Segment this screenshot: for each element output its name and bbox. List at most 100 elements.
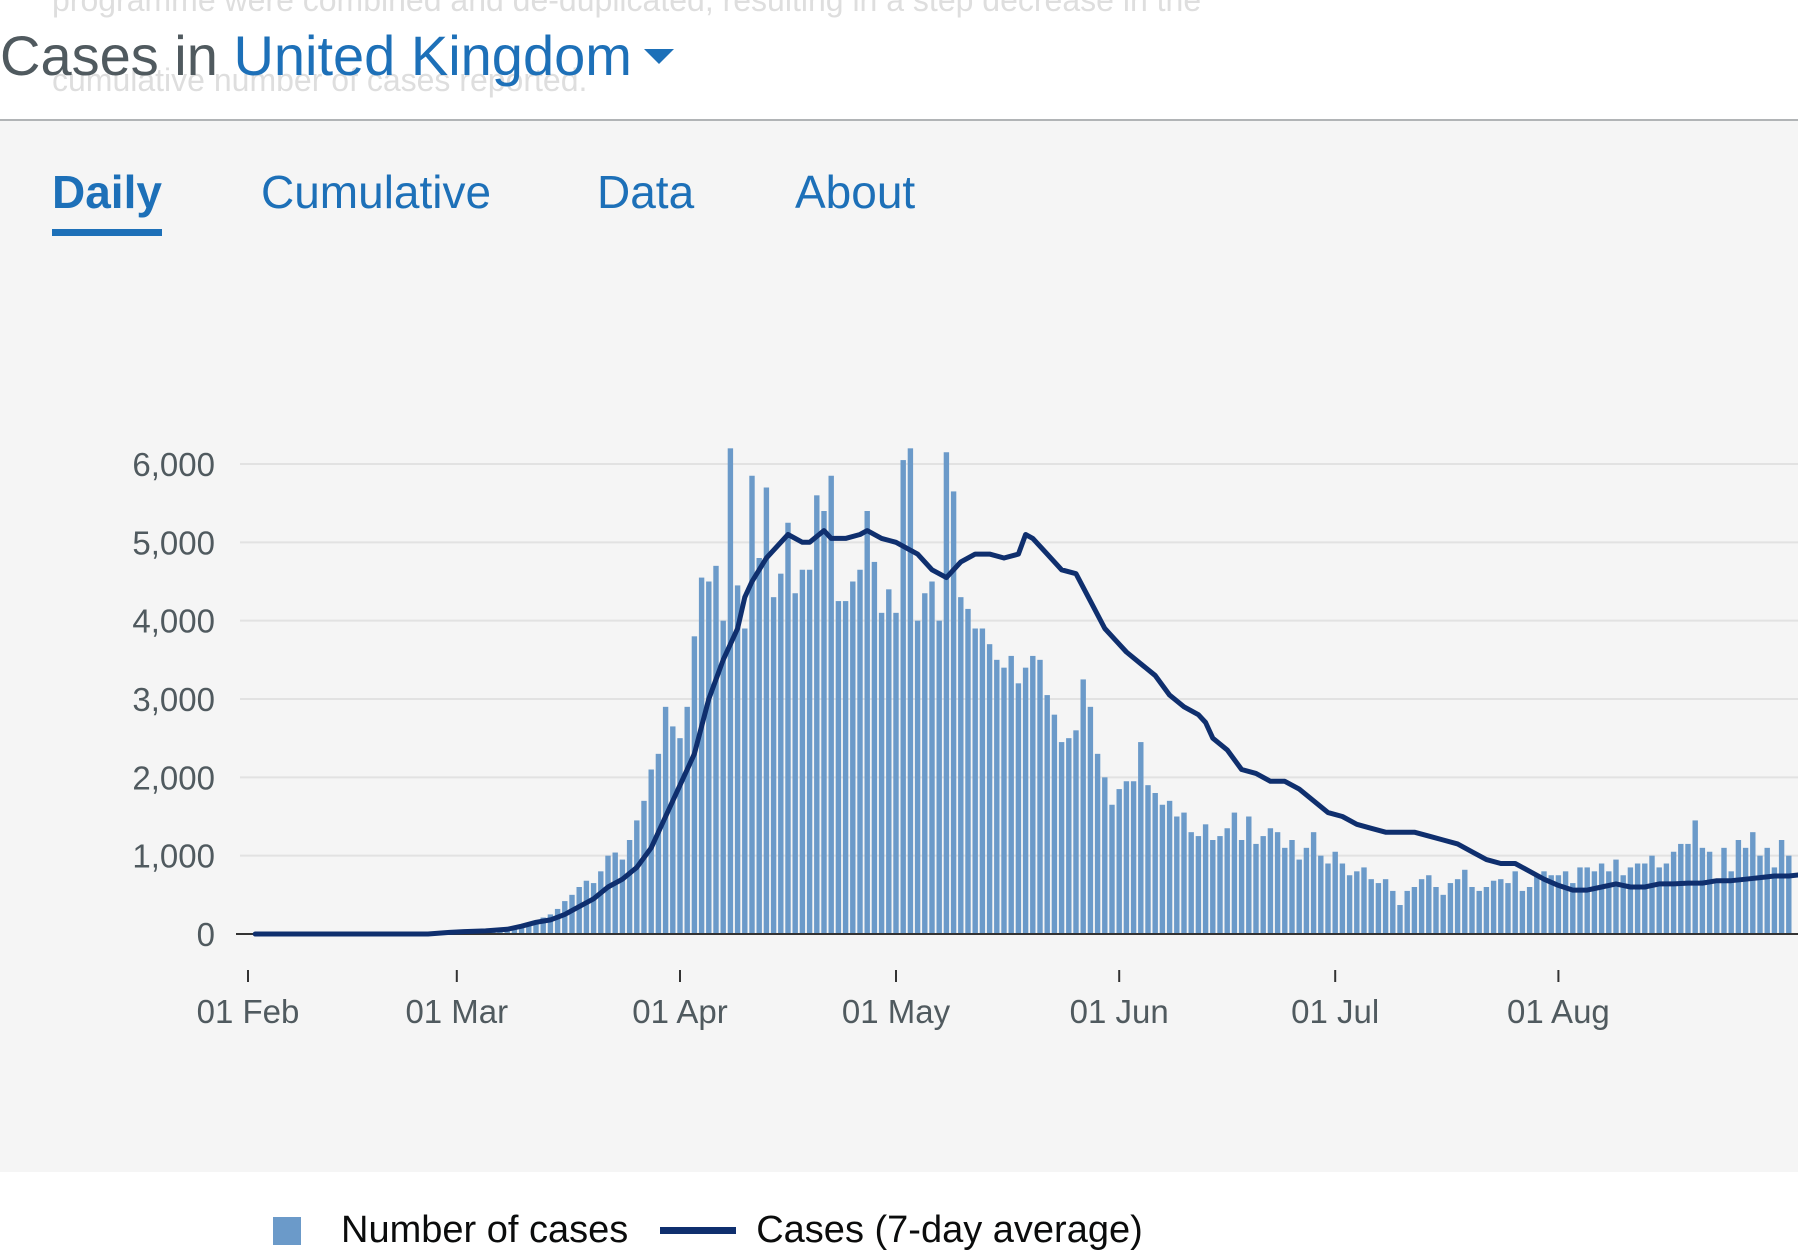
bar [1786,856,1791,934]
bar [915,621,920,934]
bar [1592,871,1597,934]
bar [814,495,819,934]
bar [613,853,618,934]
bar [1635,864,1640,935]
bar [980,629,985,935]
bar [620,860,625,934]
bar [1779,840,1784,934]
bar [1469,887,1474,934]
bar [1261,836,1266,934]
bar [944,452,949,934]
bar [1642,864,1647,935]
x-tick-label: 01 Jul [1291,993,1379,1030]
bar [1765,848,1770,934]
legend-bars-label: Number of cases [341,1209,628,1252]
bar [886,589,891,934]
bar [1433,887,1438,934]
bar [677,738,682,934]
bar [908,448,913,934]
bar [1153,793,1158,934]
bar [800,570,805,934]
x-tick-label: 01 Feb [197,993,300,1030]
bar [699,578,704,934]
bar [1282,848,1287,934]
bar [757,558,762,934]
bar [1361,867,1366,934]
bar [591,883,596,934]
bar [1318,856,1323,934]
y-tick-label: 2,000 [132,759,215,796]
bar [1160,805,1165,934]
bar [879,613,884,934]
bar [605,856,610,934]
bar [1196,836,1201,934]
bar [1253,844,1258,934]
bar [1700,848,1705,934]
bar [987,644,992,934]
bar [1052,715,1057,934]
bar [1354,871,1359,934]
bar [865,511,870,934]
legend-line-swatch [660,1227,736,1234]
caret-down-icon[interactable] [644,49,674,64]
bar [829,476,834,934]
bar [1707,852,1712,934]
bar [965,609,970,934]
bar [872,562,877,934]
area-name: United Kingdom [233,24,631,87]
area-selector[interactable]: United Kingdom [233,24,673,87]
bar [1333,852,1338,934]
bar [1311,832,1316,934]
legend-line-label: Cases (7-day average) [756,1209,1143,1252]
bar [584,881,589,934]
bar [1685,844,1690,934]
bar [1606,871,1611,934]
bar [771,597,776,934]
bar [821,511,826,934]
bar [843,601,848,934]
bar [1613,860,1618,934]
bar [922,593,927,934]
x-tick-label: 01 Apr [632,993,727,1030]
bar [692,636,697,934]
bar [1016,683,1021,934]
bar [1167,801,1172,934]
bar [1059,742,1064,934]
bar [1030,656,1035,934]
bar [1649,856,1654,934]
bar [1340,864,1345,935]
bar [850,582,855,935]
bar [1484,887,1489,934]
bar [1102,777,1107,934]
bar [569,895,574,934]
bar [1217,836,1222,934]
y-tick-label: 6,000 [132,446,215,483]
bar [1383,879,1388,934]
bar [1081,679,1086,934]
bar [1527,887,1532,934]
bar [1304,848,1309,934]
x-tick-label: 01 Jun [1070,993,1169,1030]
bar [1109,805,1114,934]
bar [1750,832,1755,934]
bar [641,801,646,934]
bar [1419,879,1424,934]
bar [1585,867,1590,934]
bar [685,707,690,934]
bar [1023,668,1028,934]
bar [807,570,812,934]
y-tick-label: 1,000 [132,838,215,875]
y-tick-label: 5,000 [132,524,215,561]
bar [1671,852,1676,934]
bar [555,909,560,934]
bar [1095,754,1100,934]
bar [793,593,798,934]
bar [973,629,978,935]
bar [1628,867,1633,934]
bar [1225,828,1230,934]
bar [1347,875,1352,934]
bar [1275,832,1280,934]
bar [1088,707,1093,934]
bar [1297,860,1302,934]
